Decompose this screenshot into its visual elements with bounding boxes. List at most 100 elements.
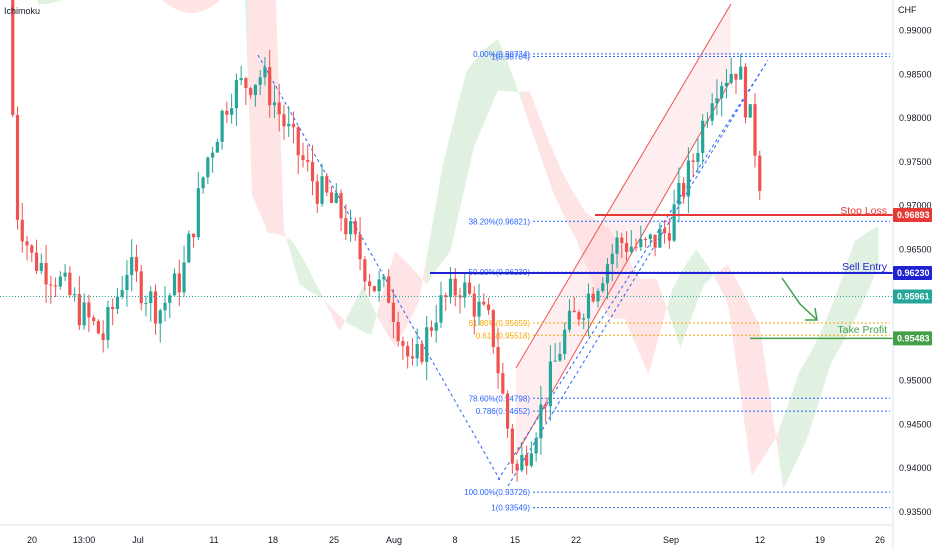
cloud-segment bbox=[184, 0, 189, 14]
cloud-segment bbox=[771, 407, 776, 445]
fib-level-label: 0.00%(0.98734) bbox=[473, 50, 530, 59]
candle-body bbox=[691, 160, 695, 162]
y-tick-label: 0.94500 bbox=[899, 419, 932, 429]
cloud-segment bbox=[648, 278, 653, 375]
candle-body bbox=[491, 310, 495, 348]
candle-body bbox=[672, 204, 676, 241]
candle-body bbox=[196, 188, 200, 238]
candle-body bbox=[44, 263, 48, 285]
candle-body bbox=[230, 108, 234, 115]
cloud-segment bbox=[525, 91, 530, 126]
candle-body bbox=[453, 278, 457, 296]
fib-level-label: 61.80%(0.95659) bbox=[469, 319, 531, 328]
candle-body bbox=[739, 66, 743, 80]
cloud-segment bbox=[795, 371, 800, 464]
cloud-segment bbox=[252, 0, 257, 205]
candle-body bbox=[439, 295, 443, 323]
cloud-segment bbox=[731, 271, 736, 361]
cloud-segment bbox=[343, 316, 348, 324]
cloud-segment bbox=[208, 0, 213, 9]
candle-body bbox=[73, 294, 77, 296]
candle-body bbox=[92, 317, 96, 322]
x-tick-label: Jul bbox=[132, 535, 144, 545]
cloud-segment bbox=[164, 0, 169, 6]
candle-body bbox=[758, 155, 762, 191]
cloud-segment bbox=[363, 285, 368, 334]
candle-body bbox=[77, 294, 81, 326]
candle-body bbox=[558, 354, 562, 361]
fib-level-label: 1(0.98704) bbox=[491, 53, 530, 62]
candle-body bbox=[287, 123, 291, 127]
candle-body bbox=[477, 301, 481, 317]
channel-fill bbox=[516, 4, 731, 455]
candle-body bbox=[406, 345, 410, 357]
cloud-segment bbox=[53, 0, 58, 3]
candle-body bbox=[139, 271, 143, 304]
candle-body bbox=[263, 67, 267, 78]
candle-body bbox=[701, 120, 705, 154]
stop-loss-annotation: Stop Loss bbox=[840, 205, 887, 217]
candle-body bbox=[49, 284, 53, 286]
candle-body bbox=[134, 257, 139, 272]
cloud-segment bbox=[632, 266, 637, 348]
cloud-segment bbox=[57, 0, 62, 2]
candle-body bbox=[15, 114, 20, 220]
cloud-segment bbox=[819, 326, 824, 402]
cloud-segment bbox=[327, 303, 332, 315]
candle-body bbox=[534, 438, 538, 454]
cloud-segment bbox=[791, 383, 796, 473]
candle-body bbox=[339, 193, 343, 219]
cloud-segment bbox=[367, 294, 372, 336]
candle-body bbox=[610, 253, 614, 265]
candle-body bbox=[482, 301, 486, 305]
time-axis[interactable]: 20 13:00 Jul 11 18 25 Aug 8 15 22 Sep 12 19 26 bbox=[27, 535, 885, 545]
candle-body bbox=[39, 263, 43, 271]
cloud-segment bbox=[811, 343, 816, 427]
candle-body bbox=[315, 181, 319, 204]
candle-body bbox=[225, 110, 229, 115]
cloud-segment bbox=[688, 255, 693, 326]
candle-body bbox=[363, 259, 367, 282]
candle-body bbox=[505, 393, 510, 429]
channel-outer-dashed-line bbox=[507, 59, 769, 487]
cloud-segment bbox=[755, 317, 760, 470]
y-tick-label: 0.98500 bbox=[899, 69, 932, 79]
cloud-segment bbox=[616, 241, 621, 320]
candle-body bbox=[501, 373, 505, 394]
candle-body bbox=[525, 454, 529, 466]
currency-label: CHF bbox=[898, 5, 917, 15]
candle-body bbox=[410, 356, 415, 359]
cloud-segment bbox=[831, 297, 835, 364]
cloud-segment bbox=[537, 112, 542, 159]
fib-level-label: 78.60%(0.94798) bbox=[469, 394, 531, 403]
candle-body bbox=[34, 252, 39, 271]
cloud-segment bbox=[402, 258, 407, 334]
cloud-segment bbox=[382, 278, 387, 334]
cloud-segment bbox=[438, 166, 443, 268]
cloud-segment bbox=[319, 290, 324, 299]
candle-body bbox=[82, 302, 86, 326]
candle-body bbox=[496, 347, 500, 374]
candle-body bbox=[153, 291, 158, 324]
cloud-segment bbox=[200, 0, 205, 12]
candle-body bbox=[563, 329, 567, 355]
cloud-segment bbox=[450, 118, 455, 252]
cloud-segment bbox=[248, 0, 253, 196]
candle-body bbox=[106, 306, 110, 340]
x-tick-label: 15 bbox=[510, 535, 520, 545]
cloud-segment bbox=[549, 142, 554, 194]
candle-body bbox=[567, 310, 572, 330]
candle-body bbox=[515, 463, 519, 471]
candlestick-series bbox=[11, 0, 762, 482]
fib-level-label: 0.786(0.94652) bbox=[476, 407, 531, 416]
cloud-segment bbox=[557, 161, 562, 211]
cloud-segment bbox=[553, 151, 558, 202]
cloud-segment bbox=[398, 254, 403, 340]
candle-body bbox=[391, 302, 395, 322]
cloud-segment bbox=[271, 0, 276, 234]
candle-body bbox=[629, 246, 633, 253]
sell-entry-tag-label: 0.96230 bbox=[897, 268, 930, 278]
cloud-segment bbox=[815, 335, 820, 414]
candle-body bbox=[548, 361, 553, 407]
